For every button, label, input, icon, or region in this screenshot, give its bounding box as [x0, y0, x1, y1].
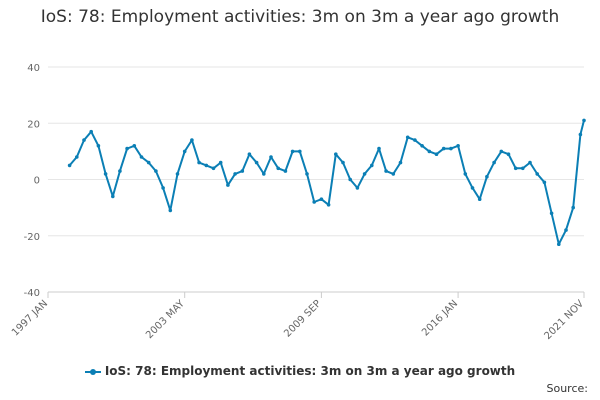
legend-marker-icon	[84, 368, 101, 376]
data-point	[276, 166, 281, 171]
data-point	[377, 146, 381, 151]
chart-title: IoS: 78: Employment activities: 3m on 3m…	[40, 7, 560, 27]
data-point	[384, 169, 388, 173]
data-point	[506, 152, 511, 156]
data-point	[470, 186, 475, 190]
y-tick-label: 40	[27, 63, 40, 74]
x-tick-label: 2021 NOV	[543, 298, 587, 342]
data-point	[89, 129, 93, 134]
data-point	[168, 208, 173, 213]
data-point	[319, 197, 324, 201]
x-tick-label: 1997 JAN	[10, 298, 50, 338]
y-tick-label: -20	[24, 232, 40, 243]
data-point	[521, 166, 525, 171]
data-point	[549, 211, 554, 216]
y-tick-label: 20	[27, 119, 40, 130]
data-point	[535, 172, 539, 176]
data-point	[370, 163, 374, 168]
source-label: Source:	[546, 382, 589, 395]
data-point	[326, 203, 331, 207]
data-point	[334, 152, 338, 156]
x-axis: 1997 JAN 2003 MAY 2009 SEP 2016 JAN 2021 NOV	[10, 292, 586, 342]
data-point	[492, 160, 496, 165]
data-point	[449, 146, 453, 151]
data-point	[398, 160, 403, 165]
data-point	[405, 135, 410, 140]
data-point	[67, 163, 72, 168]
data-point	[154, 169, 158, 173]
data-point	[226, 183, 230, 187]
series-line	[68, 120, 585, 246]
data-point	[434, 152, 439, 156]
data-point	[146, 160, 151, 165]
data-point	[240, 169, 245, 173]
x-tick-label: 2009 SEP	[282, 298, 323, 339]
data-point	[254, 160, 259, 165]
data-point	[420, 144, 424, 148]
data-point	[218, 160, 223, 165]
data-point	[312, 200, 317, 204]
data-point	[542, 180, 547, 185]
data-point	[290, 149, 295, 154]
data-point	[190, 138, 194, 142]
data-point	[182, 149, 187, 154]
data-point	[111, 194, 115, 199]
data-point	[348, 177, 353, 182]
data-point	[269, 155, 273, 159]
series-group	[67, 118, 586, 246]
data-point	[557, 242, 561, 246]
data-point	[262, 172, 266, 176]
data-point	[528, 160, 532, 165]
data-point	[391, 172, 396, 176]
data-point	[456, 144, 460, 148]
data-point	[341, 160, 345, 165]
data-point	[247, 152, 252, 156]
y-tick-label: -40	[24, 288, 40, 299]
legend[interactable]: IoS: 78: Employment activities: 3m on 3m…	[0, 364, 600, 378]
data-point	[571, 205, 575, 210]
data-point	[197, 160, 201, 165]
data-point	[82, 138, 86, 142]
data-point	[283, 169, 288, 173]
data-point	[132, 144, 137, 148]
data-point	[427, 149, 432, 154]
data-point	[463, 172, 468, 176]
data-point	[75, 155, 79, 159]
data-point	[513, 166, 518, 171]
data-point	[125, 146, 129, 151]
legend-label: IoS: 78: Employment activities: 3m on 3m…	[104, 364, 516, 378]
data-point	[477, 197, 482, 201]
data-point	[485, 174, 489, 179]
data-point	[564, 228, 568, 232]
y-axis: -40 -20 0 20 40	[24, 63, 40, 299]
data-point	[175, 172, 180, 176]
data-point	[233, 172, 237, 176]
data-point	[139, 155, 144, 159]
data-point	[305, 172, 309, 176]
data-point	[103, 172, 108, 176]
x-tick-label: 2003 MAY	[144, 298, 187, 341]
data-point	[298, 149, 302, 154]
data-point	[211, 166, 216, 171]
data-point	[204, 163, 209, 168]
data-point	[362, 172, 367, 176]
x-tick-label: 2016 JAN	[420, 298, 460, 338]
data-point	[582, 118, 586, 123]
data-point	[413, 138, 417, 142]
data-point	[96, 144, 101, 148]
data-point	[499, 149, 504, 154]
y-tick-label: 0	[34, 176, 40, 187]
data-point	[578, 132, 583, 137]
data-point	[118, 169, 122, 173]
data-point	[441, 146, 446, 151]
data-point	[355, 186, 360, 190]
data-point	[161, 186, 165, 190]
grid-lines	[48, 66, 584, 293]
